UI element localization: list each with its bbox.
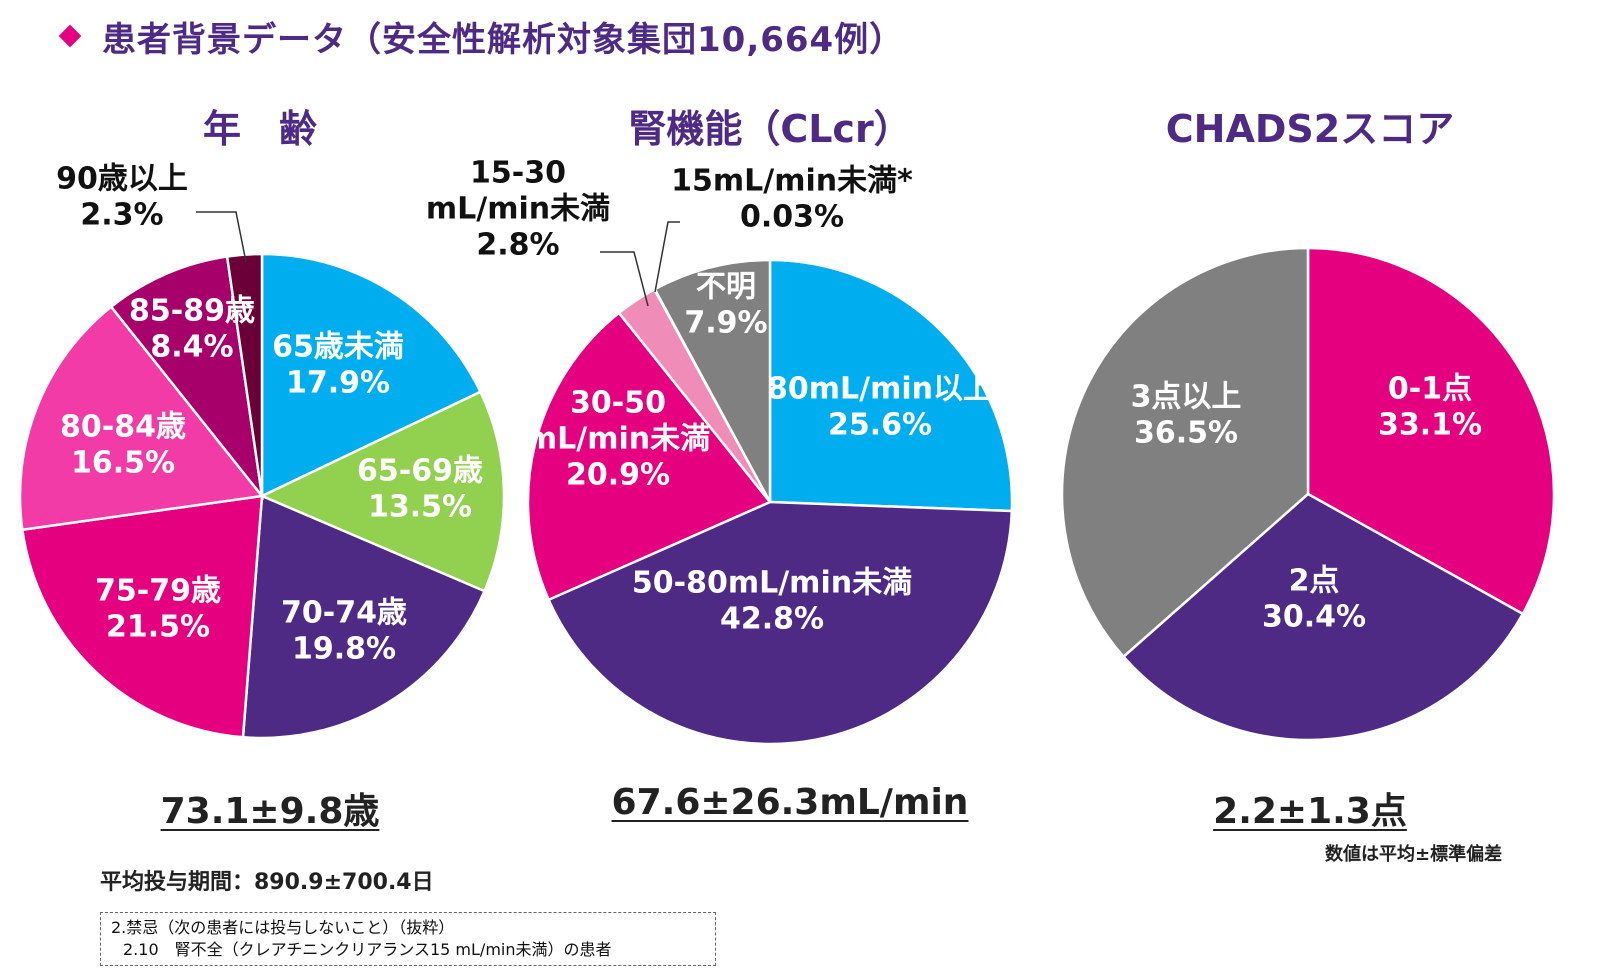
slice-category-label: mL/min未満 (426, 192, 610, 227)
slice-value-label: 33.1% (1378, 408, 1482, 443)
slice-category-label: 15mL/min未満* (671, 164, 913, 199)
pie-slice (260, 252, 483, 498)
renal-mean-stat: 67.6±26.3mL/min (611, 782, 969, 823)
renal-chart-title: 腎機能（CLcr） (628, 107, 912, 151)
slice-category-label: 65歳未満 (272, 330, 404, 365)
slice-value-label: 42.8% (720, 602, 824, 637)
pie-slice (258, 390, 506, 593)
slice-category-label: mL/min未満 (526, 422, 710, 457)
slice-value-label: 0.03% (740, 200, 844, 235)
sd-footnote: 数値は平均±標準偏差 (1325, 844, 1503, 865)
age-chart-title: 年 齢 (202, 107, 317, 151)
pie-slice (526, 311, 772, 602)
pie-slice (546, 500, 1014, 746)
slice-value-label: 19.8% (292, 632, 396, 667)
pie-slice (1060, 246, 1310, 659)
pie-slice (241, 494, 487, 740)
contraindication-notice: 2.禁忌（次の患者には投与しないこと）（抜粋） 2.10 腎不全（クレアチニンク… (100, 912, 716, 966)
slice-value-label: 2.8% (476, 228, 559, 263)
slice-value-label: 36.5% (1134, 416, 1238, 451)
slice-value-label: 20.9% (566, 458, 670, 493)
dosing-period: 平均投与期間：890.9±700.4日 (100, 870, 434, 895)
slice-category-label: 2点 (1289, 564, 1340, 599)
slice-value-label: 8.4% (150, 330, 233, 365)
slice-category-label: 80-84歳 (60, 410, 186, 445)
chads2-mean-stat: 2.2±1.3点 (1213, 791, 1407, 832)
slice-value-label: 13.5% (368, 490, 472, 525)
header: 患者背景データ（安全性解析対象集団10,664例） (58, 12, 905, 60)
slice-category-label: 85-89歳 (129, 294, 255, 329)
slice-category-label: 3点以上 (1131, 380, 1242, 415)
pie-slice (1121, 492, 1525, 742)
slice-value-label: 17.9% (286, 366, 390, 401)
slice-category-label: 75-79歳 (95, 574, 221, 609)
slice-value-label: 21.5% (106, 610, 210, 645)
slice-category-label: 65-69歳 (357, 454, 483, 489)
age-mean-stat: 73.1±9.8歳 (160, 791, 380, 832)
pie-slice (20, 494, 264, 739)
slice-category-label: 90歳以上 (56, 162, 188, 197)
chads2-chart-title: CHADS2スコア (1165, 107, 1455, 151)
page-title: 患者背景データ（安全性解析対象集団10,664例） (102, 19, 905, 60)
pie-slice (18, 305, 265, 532)
pie-slice (768, 258, 1014, 513)
slice-category-label: 0-1点 (1388, 372, 1472, 407)
slice-category-label: 50-80mL/min未満 (632, 566, 912, 601)
notice-line-1: 2.禁忌（次の患者には投与しないこと）（抜粋） (111, 918, 455, 937)
pie-slice (109, 255, 264, 501)
slice-value-label: 2.3% (80, 198, 163, 233)
pie-slice (653, 258, 772, 503)
leader-line (196, 211, 247, 263)
slice-category-label: 15-30 (470, 156, 566, 191)
notice-line-2: 2.10 腎不全（クレアチニンクリアランス15 mL/min未満）の患者 (123, 940, 612, 959)
slice-category-label: 30-50 (570, 386, 666, 421)
slice-value-label: 16.5% (71, 446, 175, 481)
leader-line (600, 251, 649, 307)
leader-line (654, 221, 680, 293)
slice-category-label: 不明 (696, 270, 756, 305)
pie-slice (1306, 246, 1556, 616)
slice-category-label: 70-74歳 (281, 596, 407, 631)
pie-chart-1: 80mL/min以上25.6%50-80mL/min未満42.8%30-50mL… (426, 156, 1014, 746)
slice-category-label: 80mL/min以上 (767, 372, 993, 407)
slice-value-label: 30.4% (1262, 600, 1366, 635)
slice-value-label: 7.9% (684, 306, 767, 341)
slice-value-label: 25.6% (828, 408, 932, 443)
